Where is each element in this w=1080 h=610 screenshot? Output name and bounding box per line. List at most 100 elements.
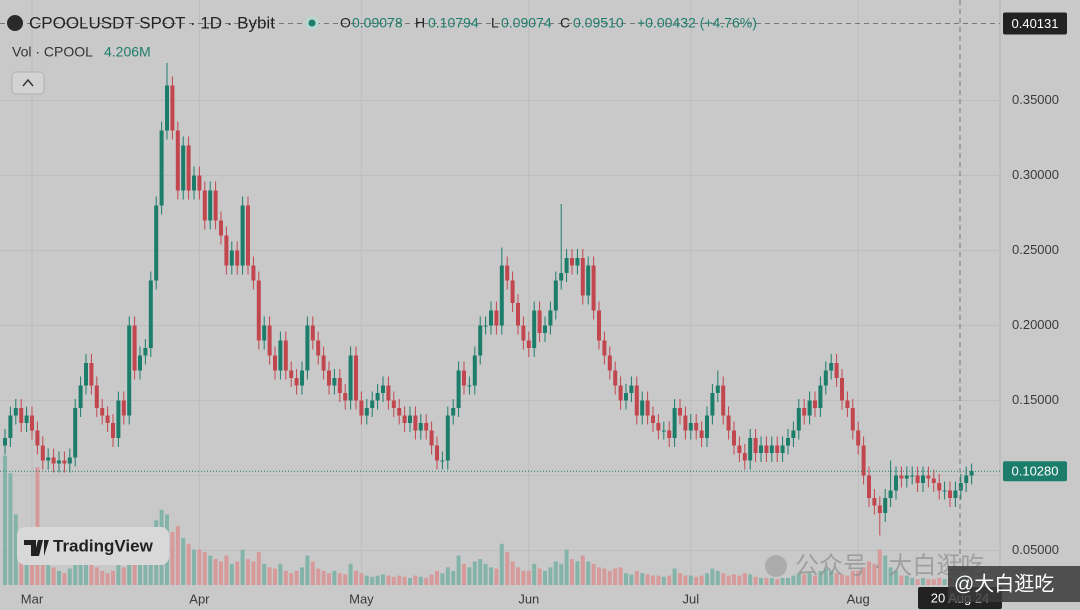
- candle-body: [208, 190, 213, 221]
- candle-body: [197, 175, 202, 191]
- ohlc-label: C: [560, 15, 570, 31]
- x-tick-label: Jun: [518, 591, 539, 606]
- volume-bar: [575, 561, 580, 585]
- volume-bar: [931, 579, 936, 585]
- volume-bar: [483, 563, 488, 585]
- volume-bar: [370, 576, 375, 585]
- x-tick-label: May: [349, 591, 374, 606]
- volume-bar: [186, 543, 191, 585]
- candle-body: [537, 310, 542, 333]
- candle-body: [235, 250, 240, 266]
- volume-bar: [602, 568, 607, 585]
- y-tick-label: 0.20000: [1012, 317, 1059, 332]
- volume-bar: [505, 552, 510, 585]
- volume-bar: [78, 552, 83, 585]
- volume-legend: Vol · CPOOL: [12, 44, 93, 60]
- volume-bar: [310, 561, 315, 585]
- volume-bar: [732, 574, 736, 585]
- candle-body: [391, 400, 396, 408]
- candle-body: [148, 280, 153, 348]
- candle-body: [904, 475, 909, 479]
- candle-body: [710, 393, 715, 416]
- volume-bar: [327, 573, 331, 585]
- candle-body: [640, 400, 645, 416]
- volume-bar: [494, 568, 499, 585]
- candle-body: [440, 460, 445, 462]
- volume-bar: [915, 579, 920, 585]
- handle-box: [948, 566, 1080, 602]
- candle-body: [559, 273, 564, 281]
- candle-body: [435, 445, 439, 461]
- candle-body: [823, 370, 828, 386]
- volume-bar: [705, 573, 709, 585]
- volume-bar: [715, 570, 720, 585]
- volume-bar: [229, 563, 234, 585]
- candle-body: [316, 340, 321, 356]
- volume-bar: [267, 567, 272, 585]
- candle-body: [877, 505, 882, 513]
- ohlc-value: 0.09510: [573, 15, 624, 31]
- candle-body: [553, 280, 558, 311]
- volume-bar: [262, 563, 267, 585]
- candle-body: [364, 408, 369, 416]
- collapse-button[interactable]: [11, 71, 45, 95]
- volume-bar: [456, 555, 461, 585]
- candle-body: [883, 498, 888, 513]
- volume-value: 4.206M: [104, 44, 151, 60]
- volume-bar: [121, 567, 126, 585]
- candle-body: [273, 355, 277, 371]
- candle-body: [24, 415, 29, 423]
- candle-body: [375, 393, 380, 401]
- candle-body: [748, 438, 753, 461]
- candle-body: [872, 498, 877, 506]
- candle-body: [802, 408, 807, 416]
- candle-body: [532, 310, 537, 348]
- candle-body: [381, 385, 385, 393]
- volume-bar: [489, 567, 493, 585]
- candle-body: [472, 355, 477, 386]
- candle-body: [267, 325, 272, 356]
- candle-body: [429, 430, 434, 446]
- candle-body: [170, 85, 175, 131]
- volume-bar: [651, 575, 655, 585]
- candle-body: [705, 415, 709, 438]
- volume-bar: [759, 577, 763, 585]
- volume-bar: [402, 576, 407, 585]
- volume-bar: [656, 575, 661, 585]
- volume-bar: [235, 561, 240, 585]
- candle-body: [192, 175, 196, 191]
- volume-bar: [100, 570, 105, 585]
- volume-bar: [861, 567, 866, 585]
- candle-body: [651, 415, 655, 423]
- candle-body: [678, 408, 682, 416]
- volume-bar: [532, 563, 537, 585]
- candle-body: [408, 415, 412, 423]
- candle-body: [510, 280, 515, 303]
- volume-bar: [499, 543, 504, 585]
- candle-body: [138, 355, 142, 371]
- volume-bar: [694, 576, 699, 585]
- volume-bar: [13, 514, 18, 585]
- last-price-box: [1003, 461, 1067, 482]
- volume-bar: [219, 561, 223, 585]
- candle-body: [456, 370, 461, 408]
- candle-body: [915, 475, 920, 483]
- candle-body: [813, 400, 817, 408]
- candle-body: [251, 265, 256, 281]
- candle-body: [850, 408, 855, 431]
- volume-bar: [867, 561, 871, 585]
- volume-bar: [678, 573, 682, 585]
- volume-bar: [607, 570, 612, 585]
- symbol-icon: [7, 15, 23, 31]
- volume-bar: [445, 567, 450, 585]
- candle-body: [942, 490, 947, 492]
- volume-bar: [375, 575, 380, 585]
- candle-body: [424, 423, 429, 431]
- candle-body: [786, 438, 790, 446]
- volume-bar: [62, 573, 67, 585]
- candle-body: [753, 438, 758, 453]
- volume-bar: [111, 570, 115, 585]
- volume-bar: [181, 537, 186, 585]
- volume-bar: [786, 577, 790, 585]
